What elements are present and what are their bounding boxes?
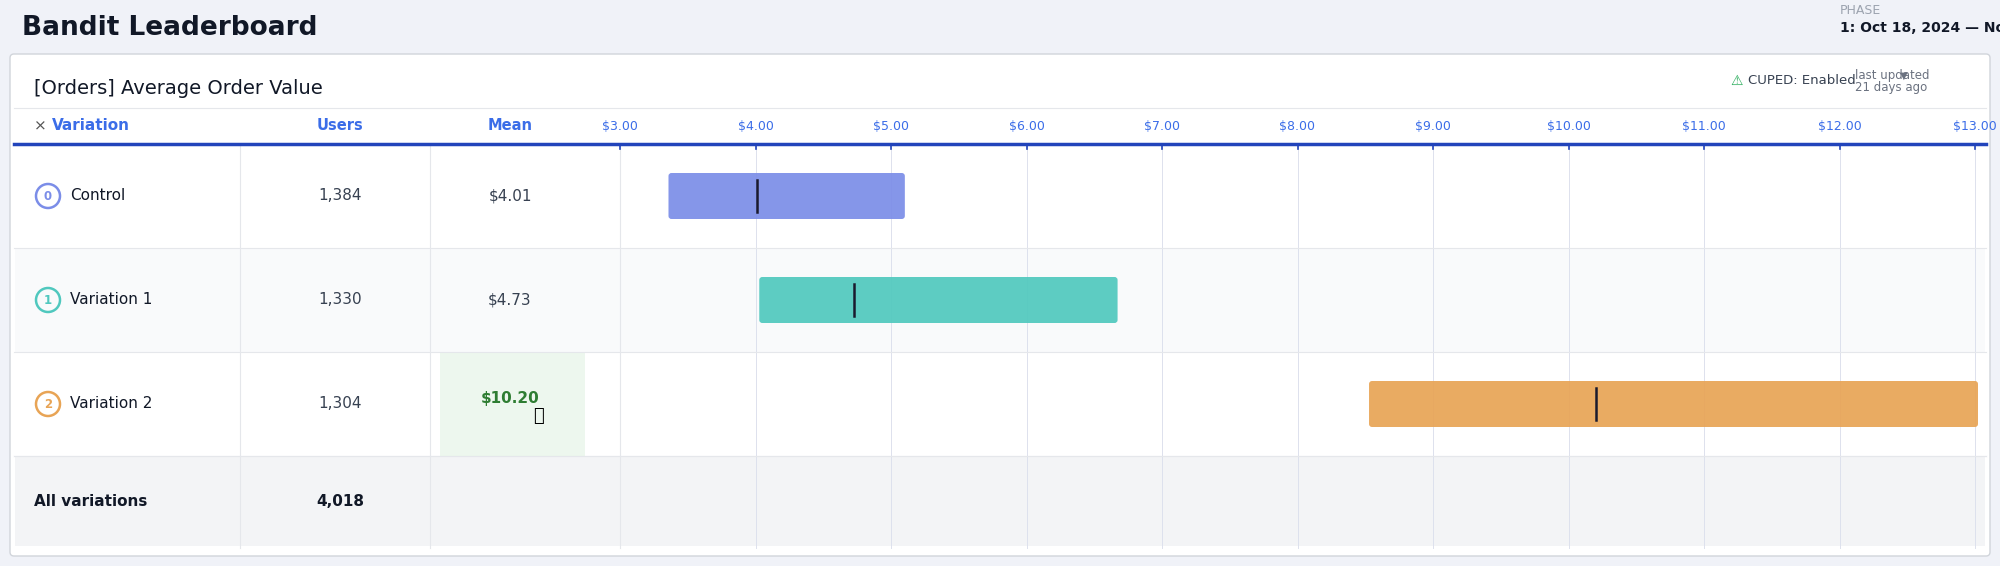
Text: 1,304: 1,304 [318,397,362,411]
Text: $4.01: $4.01 [488,188,532,204]
Text: $10.20: $10.20 [480,392,540,406]
Text: $7.00: $7.00 [1144,119,1180,132]
Text: $3.00: $3.00 [602,119,638,132]
Bar [16,144,1984,248]
Text: 1: Oct 18, 2024 — Nov 12, 2024: 1: Oct 18, 2024 — Nov 12, 2024 [1840,21,2000,35]
Text: $8.00: $8.00 [1280,119,1316,132]
Text: Control: Control [70,188,126,204]
Text: $13.00: $13.00 [1954,119,1996,132]
Text: All variations: All variations [34,494,148,508]
Text: $10.00: $10.00 [1546,119,1590,132]
Text: Mean: Mean [488,118,532,134]
Text: PHASE: PHASE [1840,5,1882,18]
Text: 1,330: 1,330 [318,293,362,307]
Bar [0,0,2000,56]
FancyBboxPatch shape [760,277,1118,323]
Text: $4.73: $4.73 [488,293,532,307]
Bar [440,352,584,456]
Text: $9.00: $9.00 [1416,119,1450,132]
Text: 2: 2 [44,397,52,410]
Text: 1: 1 [44,294,52,307]
Text: ⨯: ⨯ [34,118,46,134]
Text: last updated: last updated [1856,70,1930,83]
Text: Variation 2: Variation 2 [70,397,152,411]
Text: $6.00: $6.00 [1008,119,1044,132]
Text: CUPED: Enabled: CUPED: Enabled [1748,75,1856,88]
Text: Bandit Leaderboard: Bandit Leaderboard [22,15,318,41]
Text: $4.00: $4.00 [738,119,774,132]
Text: 1,384: 1,384 [318,188,362,204]
Text: 🎉: 🎉 [532,407,544,425]
Text: ⚠: ⚠ [1730,74,1742,88]
Text: $12.00: $12.00 [1818,119,1862,132]
Text: 0: 0 [44,190,52,203]
Text: [Orders] Average Order Value: [Orders] Average Order Value [34,79,322,97]
Bar [16,352,1984,456]
Text: Users: Users [316,118,364,134]
FancyBboxPatch shape [668,173,904,219]
FancyBboxPatch shape [10,54,1990,556]
Bar [16,248,1984,352]
Bar [16,456,1984,546]
Text: $5.00: $5.00 [872,119,908,132]
FancyBboxPatch shape [1370,381,1978,427]
Text: 21 days ago: 21 days ago [1856,82,1928,95]
Text: ▼: ▼ [1896,71,1908,81]
Text: 4,018: 4,018 [316,494,364,508]
Text: $11.00: $11.00 [1682,119,1726,132]
Text: Variation 1: Variation 1 [70,293,152,307]
Text: Variation: Variation [52,118,130,134]
